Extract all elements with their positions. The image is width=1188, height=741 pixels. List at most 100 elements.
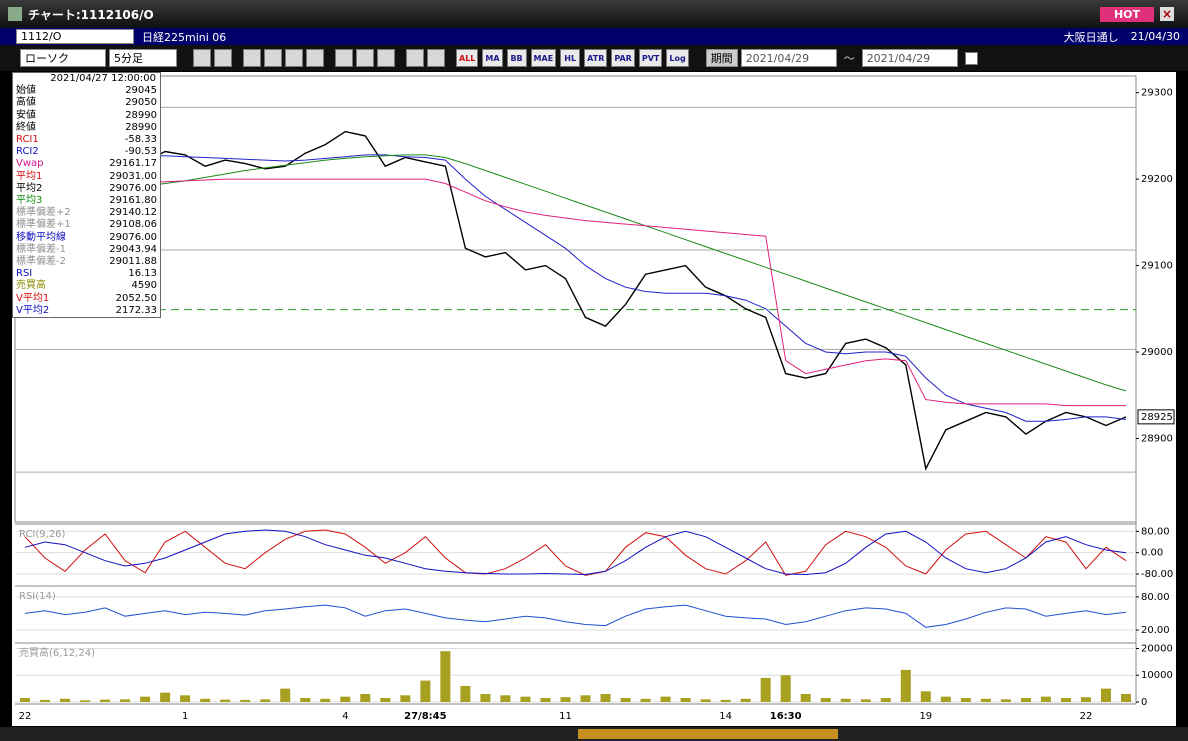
volume-bar [860,699,871,702]
info-value: 4590 [131,280,157,292]
volume-bar [40,699,51,702]
date-from[interactable]: 2021/04/29 [740,49,837,67]
info-row: 平均2 29076.00 [13,183,160,195]
volume-bar [1040,696,1051,702]
info-value: 29161.17 [109,158,157,170]
indicator-button[interactable]: PVT [638,49,663,67]
hot-badge[interactable]: HOT [1099,6,1154,22]
date-to[interactable]: 2021/04/29 [861,49,958,67]
x-tick-label: 19 [919,711,932,722]
interval-select[interactable]: 5分足 [109,49,177,67]
period-label[interactable]: 期間 [705,49,738,67]
volume-bar [660,696,671,702]
indicator-button[interactable]: HL [560,49,581,67]
volume-bar [1120,693,1131,702]
volume-bar [320,698,331,702]
info-label: RCI2 [16,146,39,158]
indicator-button[interactable]: ATR [584,49,608,67]
volume-bar [500,695,511,702]
volume-bar [600,693,611,702]
info-row: Vwap 29161.17 [13,158,160,170]
scrollbar[interactable] [0,727,1188,741]
volume-bar [480,693,491,702]
tool-icon[interactable] [285,49,303,67]
close-button[interactable]: × [1160,7,1174,21]
toolbar: ローソク 5分足 ALL MA BB MAE HL ATR PAR PVT Log 期間 202… [0,45,1188,71]
tool-icon[interactable] [356,49,374,67]
volume-bar [880,697,891,702]
info-row: 標準偏差-2 29011.88 [13,256,160,268]
volume-bar [80,700,91,702]
indicator-button[interactable]: MA [482,49,503,67]
tool-icon[interactable] [427,49,445,67]
symbol-select[interactable]: 1112/O [16,29,134,44]
y-tick-label: 29000 [1141,347,1173,358]
info-value: 29076.00 [109,231,157,243]
volume-bar [920,691,931,702]
info-label: 平均1 [16,170,43,182]
volume-bar [220,699,231,702]
info-label: 標準偏差-2 [16,256,66,268]
info-row: V平均1 2052.50 [13,293,160,305]
info-row: 標準偏差+2 29140.12 [13,207,160,219]
volume-bar [780,675,791,702]
indicator-button[interactable]: BB [506,49,527,67]
series-line [24,604,1127,628]
symbol-name: 日経225mini 06 [142,30,227,44]
volume-bar [240,699,251,702]
checkbox[interactable] [964,51,978,65]
info-label: 平均3 [16,195,43,207]
volume-bar [280,688,291,702]
info-row: 始値 29045 [13,85,160,97]
x-tick-label: 22 [1080,711,1093,722]
info-row: 高値 29050 [13,97,160,109]
y-tick-label: 80.00 [1141,526,1170,537]
indicator-button[interactable]: PAR [611,49,635,67]
info-label: 高値 [16,97,36,109]
volume-bar [1080,697,1091,702]
info-label: RCI1 [16,134,39,146]
title-bar: チャート:1112106/O HOT × [0,0,1188,28]
indicator-button[interactable]: Log [666,49,689,67]
date-separator: 〜 [843,52,855,65]
tool-icon[interactable] [335,49,353,67]
volume-bar [640,698,651,702]
info-value: 28990 [125,121,157,133]
x-tick-label: 4 [342,711,348,722]
indicator-button[interactable]: MAE [530,49,557,67]
info-label: V平均2 [16,304,50,316]
x-tick-label: 16:30 [770,711,802,722]
tool-icon[interactable] [193,49,211,67]
volume-bar [980,698,991,702]
y-tick-label: 28900 [1141,433,1173,444]
info-row: 安値 28990 [13,110,160,122]
indicator-buttons: ALL MA BB MAE HL ATR PAR PVT Log [456,49,689,67]
volume-bar [800,693,811,702]
tool-icon[interactable] [406,49,424,67]
volume-bar [680,697,691,702]
tool-icon[interactable] [264,49,282,67]
volume-bar [960,697,971,702]
info-value: 29108.06 [109,219,157,231]
info-value: 29161.80 [109,195,157,207]
volume-bar [840,698,851,702]
panel-title: 売買高(6,12,24) [19,646,95,659]
tool-icon[interactable] [377,49,395,67]
scroll-thumb[interactable] [578,729,838,739]
info-panel: 2021/04/27 12:00:00 始値 29045 高値 29050 安値 2899… [12,72,161,319]
chart-style-select[interactable]: ローソク [20,49,106,67]
tool-icon[interactable] [306,49,324,67]
info-value: -58.33 [124,134,157,146]
tool-icon[interactable] [214,49,232,67]
volume-bar [400,695,411,702]
indicator-button[interactable]: ALL [456,49,479,67]
volume-bar [360,693,371,702]
tool-icon[interactable] [243,49,261,67]
volume-bar [820,697,831,702]
info-label: 安値 [16,109,36,121]
volume-bar [160,692,171,702]
volume-bar [140,696,151,702]
info-label: 平均2 [16,182,43,194]
info-value: 16.13 [128,268,157,280]
